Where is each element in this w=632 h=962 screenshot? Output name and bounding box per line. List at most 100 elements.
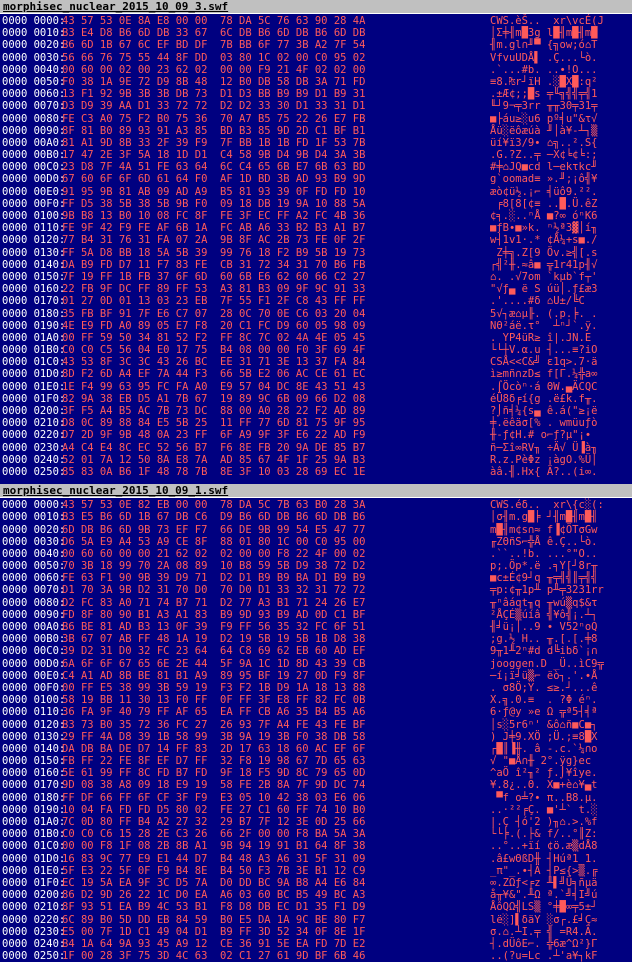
row-hex-bytes[interactable]: 6C 89 B0 5D DD EB 84 59 B0 E5 DA 1A 9C B… [62,913,366,926]
row-hex-bytes[interactable]: 4E E9 FD A0 89 05 E7 F8 20 C1 FC D9 60 0… [62,319,366,332]
hex-row[interactable]: 0000 0240: 52 01 7A 12 50 8A E8 7A AD 85 … [0,454,632,466]
row-hex-bytes[interactable]: FF 5A D8 BB 18 5A 5B 39 99 76 18 F2 B9 5… [62,246,366,259]
row-ascii[interactable]: ╢╛ü¡│..9 ∙ V52ⁿoQ [490,621,598,633]
row-hex-bytes[interactable]: DA DB BA DE D7 14 FF 83 2D 17 63 18 60 A… [62,742,366,755]
row-hex-bytes[interactable]: 8D F2 6D A4 EF 7A 44 F3 66 5B E2 06 AC C… [62,368,366,381]
row-hex-bytes[interactable]: D3 D9 39 AA D1 33 72 72 D2 D2 33 30 D1 3… [62,100,366,113]
row-ascii[interactable]: ñ─Σî∞RV╖ ÷Ä√ Ü▐à╖ [490,441,598,454]
hex-row[interactable]: 0000 0220: D7 2D 9F 9B 48 0A 23 FF 6F A9 … [0,429,632,441]
hex-row[interactable]: 0000 0200: 86 D2 9D 26 22 1C D0 EA A6 03 … [0,889,632,901]
row-ascii[interactable]: ..·²²╒Ç. ■'┴` t.░ [490,803,598,816]
row-hex-bytes[interactable]: 17 47 2E 3F 5A 18 1D D1 C4 58 9B D4 9B D… [62,149,366,162]
row-hex-bytes[interactable]: FE 63 F1 90 9B 39 D9 71 D2 D1 B9 B9 BA D… [62,572,366,585]
row-ascii[interactable]: .``..!b. ...°"O.. [490,547,598,560]
row-ascii[interactable]: CSÅ<<C&╝ ε1q>.7·ä [490,356,598,369]
hex-row[interactable]: 0000 0140: DA DB BA DE D7 14 FF 83 2D 17 … [0,743,632,755]
row-ascii[interactable]: w┤1v1·.* ¢Å¼+s■./ [490,234,598,247]
row-ascii[interactable]: ^aÖ î²╖² ƒ.⌡¥îye. [490,767,598,780]
row-ascii[interactable]: 5√┐æ⌂µ╟. (.p.╞. . [490,307,598,320]
row-hex-bytes[interactable]: C4 A1 AD 8B BE 81 B1 A9 89 95 BF 19 27 0… [62,669,366,682]
row-ascii[interactable]: ─í¡ï╛ü▒⌐ ëò┐.'.∙Å [490,669,598,682]
hex-row[interactable]: 0000 0050: 70 3B 18 99 70 2A 08 89 10 B8 … [0,560,632,572]
row-hex-bytes[interactable]: 43 53 8F 3C 3C 43 26 BC EE 31 71 3E 13 3… [62,356,366,369]
row-ascii[interactable]: │Σ╪╢m█3g l█╢m█╢m█ [490,27,598,40]
hex-row[interactable]: 0000 01B0: C0 C0 C5 56 04 E0 17 75 B4 08 … [0,344,632,356]
hex-row[interactable]: 0000 0000: 43 57 53 0E 82 EB 00 00 78 DA … [0,499,632,511]
row-hex-bytes[interactable]: 77 B4 31 76 31 FA 07 2A 9B 8F AC 2B 73 F… [62,234,366,247]
row-hex-bytes[interactable]: 00 FF E5 38 99 3B 59 19 F3 F2 1B D9 1A 1… [62,681,366,694]
row-hex-bytes[interactable]: 9B B8 13 B0 10 08 FC 8F FE 3F EC FF A2 F… [62,210,366,222]
hex-row[interactable]: 0000 0010: B3 E5 B6 6D 1B 67 DB C6 D9 B6 … [0,511,632,523]
row-ascii[interactable]: ╥ⁿâáqt╖q ╥wú▒q$&τ [490,596,598,609]
hex-row[interactable]: 0000 0160: 22 FB 9F DC FF 89 FF 53 A3 81 … [0,283,632,295]
row-ascii[interactable]: ⌂. .√7om `kµb`f┬' [490,270,598,283]
row-ascii[interactable]: CWS.éδ.. xr\{c░(: [490,499,604,512]
row-ascii[interactable]: └└╞.(.├& f/..°║Z: [490,828,598,841]
row-hex-bytes[interactable]: 01 27 0D 01 13 03 23 EB 7F 55 F1 2F C8 4… [62,295,366,308]
row-ascii[interactable]: ■├áu≥░u6 pº╡u"&τ√ [490,112,598,125]
row-hex-bytes[interactable]: 43 57 53 0E 82 EB 00 00 78 DA 5C 7B 63 B… [62,499,366,512]
hex-row[interactable]: 0000 01F0: EC 19 5A EA 9F 3C D5 7A D0 DD … [0,877,632,889]
row-hex-bytes[interactable]: 00 00 F8 1F 08 2B 8B A1 9B 94 19 91 B1 6… [62,840,366,853]
hex-row[interactable]: 0000 00E0: 91 95 9B 81 AB 09 AD A9 B5 81 … [0,186,632,198]
row-hex-bytes[interactable]: 3B 67 07 AB FF 48 1A 19 D2 19 5B 19 5B 1… [62,633,366,646]
hex-row[interactable]: 0000 0090: FD 8F 80 90 B1 A3 A1 83 B9 9D … [0,609,632,621]
row-hex-bytes[interactable]: B4 1A 64 9A 93 45 A9 12 CE 36 91 5E EA F… [62,937,366,950]
hex-row[interactable]: 0000 00A0: 81 A1 9D 8B 33 2F 39 F9 7F BB … [0,137,632,149]
hex-row[interactable]: 0000 00D0: 67 60 6F 6F 6D 61 64 F0 AF 1D … [0,173,632,185]
hex-row[interactable]: 0000 0010: B3 E4 D8 B6 6D DB 33 67 6C DB … [0,27,632,39]
row-ascii[interactable]: ▀f o╧?∙ π..B8.µ. [490,791,598,804]
row-ascii[interactable]: │s░5r6ⁿ' &ô⌂ñ■C■┐ [490,718,598,731]
hex-pane[interactable]: morphisec_nuclear_2015_10_09_1.swf 0000 0… [0,484,632,962]
row-ascii[interactable]: │σ╢m.g█╞ ┘╢m█╢m█╢ [490,511,598,524]
row-ascii[interactable]: 9╥1╨2ⁿ#d d╚ibδ`¡∩ [490,645,598,658]
row-ascii[interactable]: "√ƒ▄ ë S úü│.ƒ£æ3 [490,283,598,296]
row-hex-bytes[interactable]: B6 BE 81 AD B3 13 0F 39 F9 FF 56 35 32 F… [62,621,366,633]
row-hex-bytes[interactable]: 6D DB B6 6D 9B 73 EF F7 66 DE 9B 99 54 E… [62,523,366,536]
hex-row[interactable]: 0000 00E0: C4 A1 AD 8B BE 81 B1 A9 89 95 … [0,670,632,682]
row-ascii[interactable]: ..(?u=Lc .┴'a¥┐kF [490,950,598,962]
row-ascii[interactable]: ╢m.gl∩╜▀ {╗ow;ó⌂T [490,39,598,52]
row-hex-bytes[interactable]: 82 9A 38 EB D5 A1 7B 67 19 89 9C 6B 09 6… [62,392,366,405]
row-hex-bytes[interactable]: 85 83 0A B6 1F 48 78 7B 8E 3F 10 03 28 6… [62,465,366,478]
hex-row[interactable]: 0000 01B0: C0 C0 C6 15 28 2E C3 26 66 2F … [0,828,632,840]
row-hex-bytes[interactable]: D1 70 3A 9B D2 31 70 D0 70 D0 D1 33 32 3… [62,584,366,597]
row-ascii[interactable]: CWS.èŠ.. xr\vcÉ(J [490,15,604,27]
row-hex-bytes[interactable]: F0 38 1A 9E 72 D9 8B 48 12 B0 DB 58 DB 3… [62,75,366,88]
row-ascii[interactable]: ¢╕.░..ⁿÅ ■?∞ óⁿK6 [490,210,598,222]
row-hex-bytes[interactable]: B3 E4 D8 B6 6D DB 33 67 6C DB B6 6D DB B… [62,27,366,40]
row-hex-bytes[interactable]: 35 FB BF 91 7F E6 C7 07 28 0C 70 0E C6 0… [62,307,366,320]
row-ascii[interactable]: ╤p:¢╥1p╨ p╨╤3231rr [490,584,604,597]
row-ascii[interactable]: p;.Öp*.ë .╕Y[┘8r╥ [490,560,598,573]
hex-row[interactable]: 0000 01D0: 16 83 9C 77 E9 E1 44 D7 B4 48 … [0,853,632,865]
hex-row[interactable]: 0000 0170: 01 27 0D 01 13 03 23 EB 7F 55 … [0,295,632,307]
hex-row[interactable]: 0000 0110: 36 FA 9F 40 79 FF AF 65 EA FF … [0,706,632,718]
hex-row[interactable]: 0000 00C0: 23 D8 7F 4A 51 FE 63 64 6C C4 … [0,161,632,173]
row-ascii[interactable]: ╓ZΘñS⌐╬Å ê.Ç..└ò. [490,535,598,548]
row-ascii[interactable]: ) J╪9.XÖ ;Ü.;≡8█X [490,730,598,743]
hex-row[interactable]: 0000 0170: 9D 08 38 A8 09 18 E9 19 58 FE … [0,779,632,791]
row-hex-bytes[interactable]: D8 0C 89 88 84 E5 5B 25 11 FF 77 6D 81 7… [62,417,366,430]
hex-row[interactable]: 0000 0160: 5E 61 99 FF 8C FD B7 FD 9F 18 … [0,767,632,779]
row-ascii[interactable]: √ "■Å∩╫ 2°.ÿg}ec [490,755,592,768]
hex-row[interactable]: 0000 0070: D3 D9 39 AA D1 33 72 72 D2 D2 … [0,100,632,112]
row-hex-bytes[interactable]: 9D 08 38 A8 09 18 E9 19 58 FE 2B 8A 7F 9… [62,779,366,792]
row-ascii[interactable]: #╪⌂JQ■cd l─ekτkc╜ [490,161,598,174]
hex-row[interactable]: 0000 01A0: 00 FF 59 50 34 81 52 F2 FF 8C … [0,332,632,344]
hex-row[interactable]: 0000 00B0: 3B 67 07 AB FF 48 1A 19 D2 19 … [0,633,632,645]
row-hex-bytes[interactable]: 8F 81 B0 89 93 91 A3 85 BD B3 85 9D 2D C… [62,124,366,137]
hex-pane[interactable]: morphisec_nuclear_2015_10_09_3.swf 0000 0… [0,0,632,479]
row-ascii[interactable]: └└┼V.α.u ┤...≡?iO [490,344,598,357]
hex-row[interactable]: 0000 0080: FE C3 A0 75 F2 B0 75 36 70 A7 … [0,113,632,125]
row-hex-bytes[interactable]: 1F 00 28 3F 75 3D 4C 63 02 C1 27 61 9D B… [62,950,366,962]
row-ascii[interactable]: g`oomad≡ ».╜;¡ô╣¥ [490,173,598,186]
row-ascii[interactable]: _π"_.∙┤Ä ┤P≤{>▒.╔ [490,864,598,877]
row-hex-bytes[interactable]: 58 19 BB 11 30 13 F0 FF 0F FF 3F E8 FF 8… [62,694,366,707]
hex-row[interactable]: 0000 0050: F0 38 1A 9E 72 D9 8B 48 12 B0 … [0,76,632,88]
hex-row[interactable]: 0000 01C0: 00 00 F8 1F 08 2B 8B A1 9B 94 … [0,840,632,852]
row-ascii[interactable]: ∞.ZΩƒ<╒z ╨▌╝Ü╕ñµä [490,876,598,889]
hex-row[interactable]: 0000 0100: 9B B8 13 B0 10 08 FC 8F FE 3F … [0,210,632,222]
row-hex-bytes[interactable]: 36 FA 9F 40 79 FF AF 65 EA FF CB A6 35 B… [62,706,366,719]
row-ascii[interactable]: X.╗.0.≡ . ?Φ éⁿ. [490,694,598,707]
row-hex-bytes[interactable]: 00 FF 59 50 34 81 52 F2 FF 8C 7C 02 4A 4… [62,331,366,344]
